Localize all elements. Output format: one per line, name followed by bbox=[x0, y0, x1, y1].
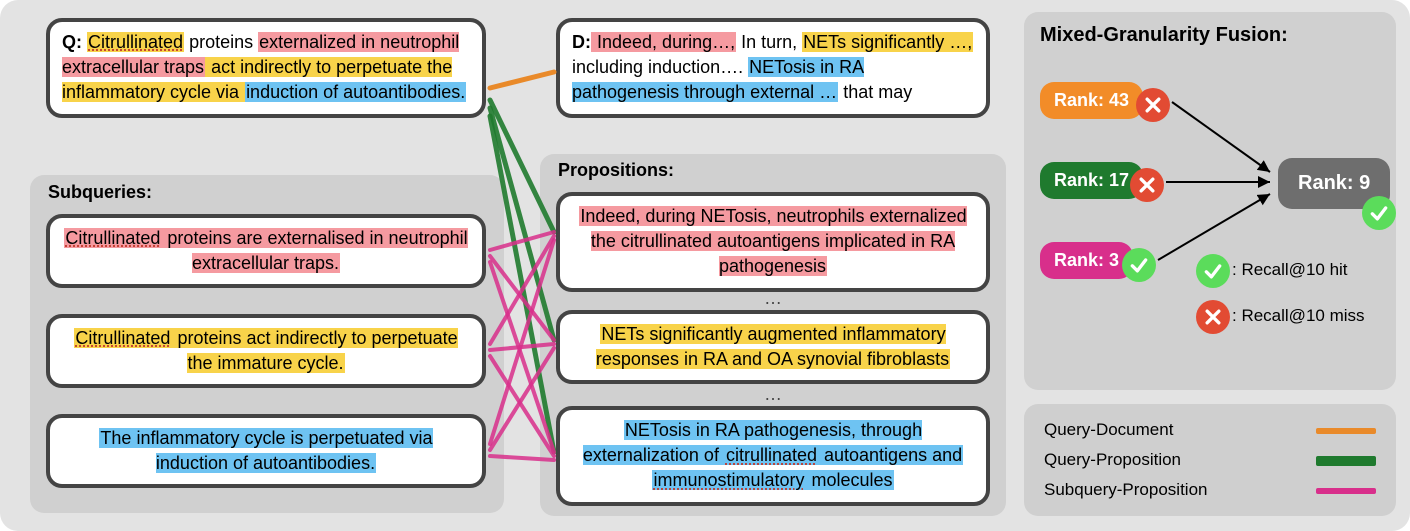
doc-seg2: In turn, bbox=[736, 32, 802, 52]
status-miss-icon bbox=[1196, 300, 1230, 334]
query-seg2: proteins bbox=[184, 32, 258, 52]
rank-pill-1: Rank: 43 bbox=[1040, 82, 1143, 119]
status-hit-icon bbox=[1196, 254, 1230, 288]
subquery-1: Citrullinated proteins are externalised … bbox=[46, 214, 486, 288]
legend-swatch-magenta bbox=[1316, 488, 1376, 494]
doc-prefix: D: bbox=[572, 32, 591, 52]
p2: NETs significantly augmented inflammator… bbox=[596, 324, 950, 369]
sq1-b: proteins are externalised in neutrophil … bbox=[161, 228, 467, 273]
hit-label: : Recall@10 hit bbox=[1232, 260, 1348, 280]
proposition-2: NETs significantly augmented inflammator… bbox=[556, 310, 990, 384]
miss-label: : Recall@10 miss bbox=[1232, 306, 1365, 326]
status-miss-icon bbox=[1136, 88, 1170, 122]
legend-sp: Subquery-Proposition bbox=[1044, 480, 1207, 500]
legend-qp: Query-Proposition bbox=[1044, 450, 1181, 470]
sq1-a: Citrullinated bbox=[64, 228, 161, 248]
proposition-3: NETosis in RA pathogenesis, through exte… bbox=[556, 406, 990, 506]
doc-seg4: including induction…. bbox=[572, 57, 748, 77]
status-hit-icon bbox=[1362, 196, 1396, 230]
rank-pill-3: Rank: 3 bbox=[1040, 242, 1133, 279]
p3d: immunostimulatory bbox=[652, 470, 805, 490]
sq2-a: Citrullinated bbox=[74, 328, 171, 348]
query-seg1: Citrullinated bbox=[87, 32, 184, 52]
propositions-title: Propositions: bbox=[558, 160, 674, 181]
doc-seg3: NETs significantly …, bbox=[802, 32, 973, 52]
p1: Indeed, during NETosis, neutrophils exte… bbox=[579, 206, 966, 276]
subquery-3: The inflammatory cycle is perpetuated vi… bbox=[46, 414, 486, 488]
query-seg5: induction of autoantibodies. bbox=[245, 82, 466, 102]
proposition-1: Indeed, during NETosis, neutrophils exte… bbox=[556, 192, 990, 292]
p3c: autoantigens and bbox=[818, 445, 963, 465]
doc-seg1: Indeed, during…, bbox=[591, 32, 736, 52]
subquery-2: Citrullinated proteins act indirectly to… bbox=[46, 314, 486, 388]
p3b: citrullinated bbox=[725, 445, 818, 465]
ellipsis-1: … bbox=[764, 288, 782, 309]
sq3: The inflammatory cycle is perpetuated vi… bbox=[99, 428, 432, 473]
p3e: molecules bbox=[806, 470, 894, 490]
query-prefix: Q: bbox=[62, 32, 82, 52]
query-card: Q: Citrullinated proteins externalized i… bbox=[46, 18, 486, 118]
status-miss-icon bbox=[1130, 168, 1164, 202]
sq2-b: proteins act indirectly to perpetuate th… bbox=[171, 328, 457, 373]
legend-swatch-green bbox=[1316, 456, 1376, 466]
subqueries-title: Subqueries: bbox=[48, 182, 152, 203]
diagram-canvas: Q: Citrullinated proteins externalized i… bbox=[0, 0, 1410, 531]
document-card: D: Indeed, during…, In turn, NETs signif… bbox=[556, 18, 990, 118]
legend-swatch-orange bbox=[1316, 428, 1376, 434]
fusion-title: Mixed-Granularity Fusion: bbox=[1040, 24, 1288, 47]
rank-pill-2: Rank: 17 bbox=[1040, 162, 1143, 199]
status-hit-icon bbox=[1122, 248, 1156, 282]
doc-seg6: that may bbox=[838, 82, 912, 102]
ellipsis-2: … bbox=[764, 384, 782, 405]
legend-qd: Query-Document bbox=[1044, 420, 1173, 440]
